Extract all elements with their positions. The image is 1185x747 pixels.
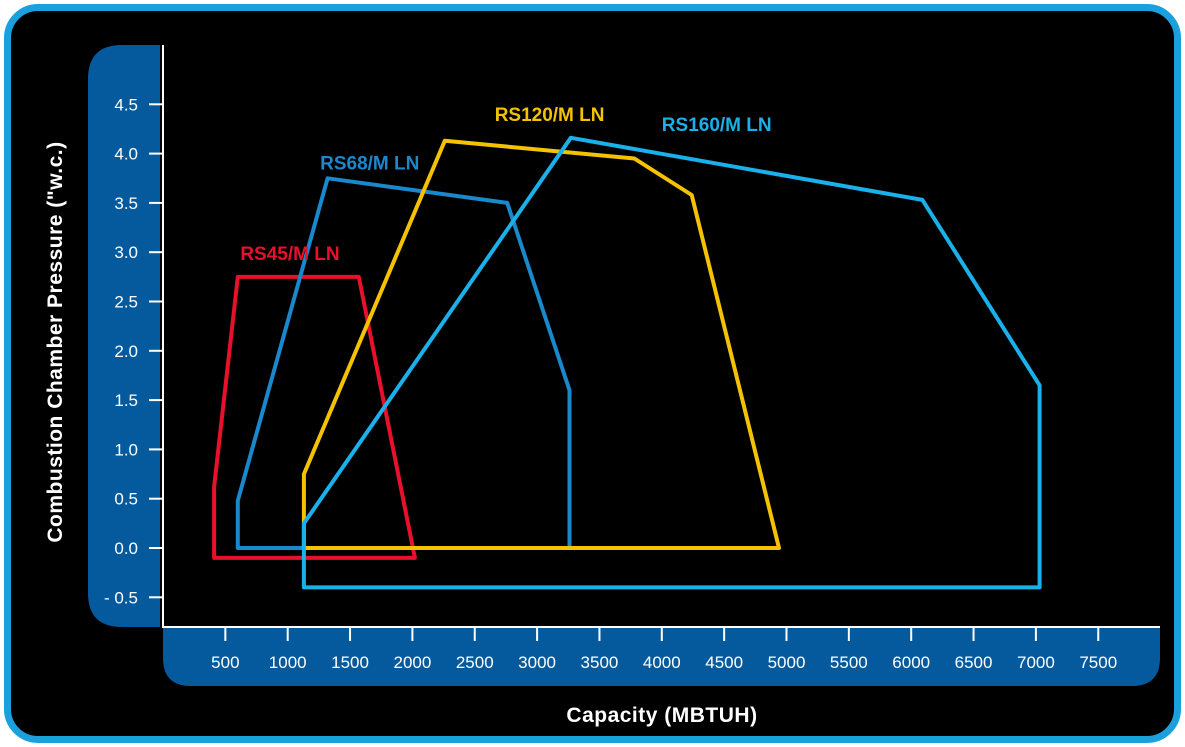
x-tick-label: 3000	[518, 653, 556, 672]
series-label: RS68/M LN	[320, 153, 419, 174]
y-tick-label: 1.0	[114, 440, 138, 459]
series-outline-rs45-m-ln	[212, 274, 417, 560]
x-tick-label: 7500	[1079, 653, 1117, 672]
series-label: RS45/M LN	[240, 244, 339, 265]
series-outline-rs160-m-ln	[301, 135, 1042, 590]
y-tick-label: 2.0	[114, 342, 138, 361]
x-tick-label: 1500	[331, 653, 369, 672]
y-tick-label: 4.0	[114, 145, 138, 164]
y-tick-label: 1.5	[114, 391, 138, 410]
series-outline-rs120-m-ln	[301, 138, 781, 550]
y-tick-label: 0.5	[114, 490, 138, 509]
y-axis-ticks: - 0.5 0.0 0.5 1.0 1.5 2.0 2.5 3.0 3.5 4.0 4.5	[104, 95, 163, 607]
y-tick-label: 4.5	[114, 95, 138, 114]
x-tick-label: 500	[211, 653, 239, 672]
x-tick-label: 5500	[830, 653, 868, 672]
x-tick-label: 1000	[269, 653, 307, 672]
y-axis-title: Combustion Chamber Pressure ("w.c.)	[44, 141, 67, 542]
x-tick-label: 4000	[643, 653, 681, 672]
series-label: RS120/M LN	[495, 105, 605, 126]
x-axis-ticks: 500 1000 1500 2000 2500 3000 3500 4000 4500 5000 5…	[211, 627, 1117, 672]
x-tick-label: 4500	[705, 653, 743, 672]
y-tick-label: 0.0	[114, 539, 138, 558]
series-labels: RS45/M LN RS68/M LN RS120/M LN RS160/M LN	[240, 105, 771, 265]
series-label: RS160/M LN	[662, 115, 772, 136]
x-tick-label: 2000	[393, 653, 431, 672]
y-tick-label: 3.0	[114, 243, 138, 262]
x-tick-label: 2500	[456, 653, 494, 672]
y-tick-label: - 0.5	[104, 588, 138, 607]
x-tick-label: 6500	[955, 653, 993, 672]
chart-frame	[4, 4, 1181, 743]
y-tick-label: 3.5	[114, 194, 138, 213]
x-tick-label: 6000	[892, 653, 930, 672]
series-group	[212, 135, 1042, 590]
x-axis-title: Capacity (MBTUH)	[566, 704, 757, 727]
x-tick-label: 5000	[768, 653, 806, 672]
x-axis-panel	[163, 627, 1160, 686]
y-axis-panel	[88, 45, 160, 627]
x-tick-label: 7000	[1017, 653, 1055, 672]
x-tick-label: 3500	[581, 653, 619, 672]
y-tick-label: 2.5	[114, 293, 138, 312]
